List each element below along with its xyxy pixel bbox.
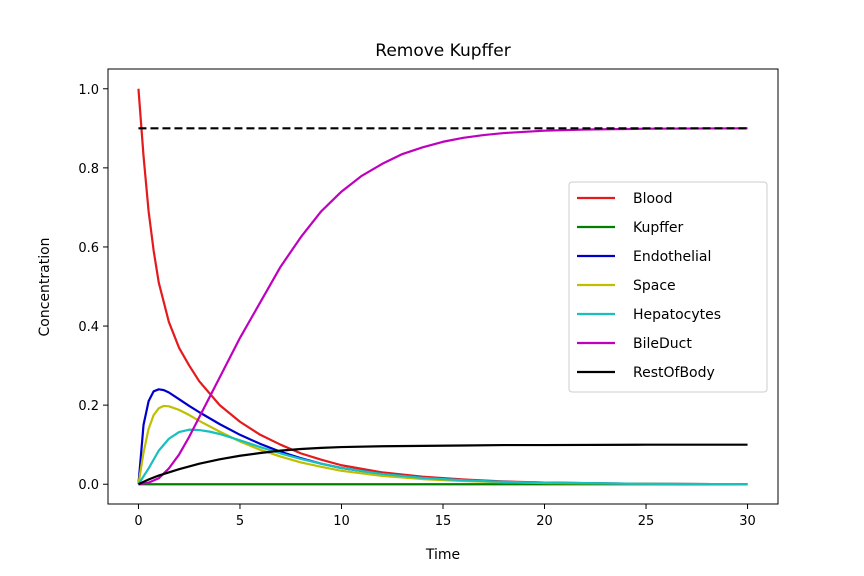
y-axis-ticks: 0.0 0.2 0.4 0.6 0.8 1.0 bbox=[78, 83, 108, 493]
legend-label-space: Space bbox=[633, 278, 676, 294]
x-tick-label: 30 bbox=[739, 514, 756, 529]
x-tick-label: 10 bbox=[333, 514, 350, 529]
y-tick-label: 0.6 bbox=[78, 241, 99, 256]
series-line-restofbody bbox=[137, 443, 748, 486]
y-tick-label: 1.0 bbox=[78, 83, 99, 98]
legend-label-restofbody: RestOfBody bbox=[633, 365, 715, 381]
legend-label-kupffer: Kupffer bbox=[633, 220, 684, 236]
x-axis-ticks: 0 5 10 15 20 25 30 bbox=[134, 504, 756, 529]
legend-label-bileduct: BileDuct bbox=[633, 336, 692, 352]
y-tick-label: 0.8 bbox=[78, 162, 99, 177]
x-tick-label: 25 bbox=[638, 514, 655, 529]
x-tick-label: 20 bbox=[536, 514, 553, 529]
y-tick-label: 0.2 bbox=[78, 399, 99, 414]
legend-label-endothelial: Endothelial bbox=[633, 249, 711, 265]
x-tick-label: 5 bbox=[236, 514, 244, 529]
legend-label-blood: Blood bbox=[633, 191, 673, 207]
series-line-bileduct bbox=[138, 127, 748, 486]
legend-label-hepatocytes: Hepatocytes bbox=[633, 307, 721, 323]
legend: Blood Kupffer Endothelial Space Hepatocytes B… bbox=[568, 181, 768, 393]
series-line-hepatocytes bbox=[137, 428, 748, 486]
x-tick-label: 0 bbox=[134, 514, 142, 529]
x-tick-label: 15 bbox=[435, 514, 452, 529]
y-tick-label: 0.4 bbox=[78, 320, 99, 335]
chart-title: Remove Kupffer bbox=[375, 41, 510, 61]
legend-box bbox=[568, 181, 768, 393]
x-axis-label: Time bbox=[425, 547, 460, 563]
y-tick-label: 0.0 bbox=[78, 478, 99, 493]
y-axis-label: Concentration bbox=[37, 237, 53, 336]
plot-series bbox=[137, 88, 748, 486]
